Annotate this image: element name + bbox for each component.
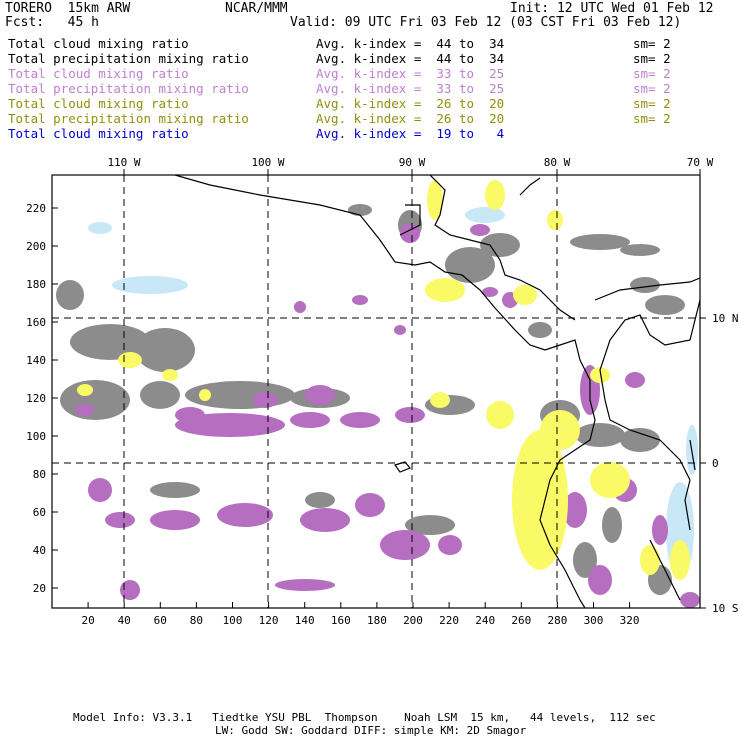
legend-smoothing: sm= 2 — [633, 111, 671, 126]
y-tick-label: 160 — [26, 316, 46, 329]
x-tick-label: 220 — [439, 614, 459, 627]
x-tick-label: 20 — [81, 614, 94, 627]
latitude-label: 0 — [712, 457, 719, 470]
longitude-label: 100 W — [251, 156, 284, 169]
legend-smoothing: sm= 2 — [633, 36, 671, 51]
x-tick-label: 260 — [511, 614, 531, 627]
y-tick-label: 180 — [26, 278, 46, 291]
x-tick-label: 120 — [259, 614, 279, 627]
physics-info: LW: Godd SW: Goddard DIFF: simple KM: 2D… — [215, 724, 527, 737]
legend-field: Total cloud mixing ratio — [8, 96, 189, 111]
y-tick-label: 100 — [26, 430, 46, 443]
longitude-label: 90 W — [399, 156, 426, 169]
legend-smoothing: sm= 2 — [633, 81, 671, 96]
legend-field: Total cloud mixing ratio — [8, 126, 189, 141]
legend-index: Avg. k-index = 44 to 34 — [316, 51, 505, 66]
y-tick-label: 120 — [26, 392, 46, 405]
y-tick-label: 80 — [33, 468, 46, 481]
legend-index: Avg. k-index = 33 to 25 — [316, 81, 505, 96]
cloud-fields — [56, 180, 700, 608]
x-tick-label: 240 — [475, 614, 495, 627]
init-time: Init: 12 UTC Wed 01 Feb 12 — [510, 1, 714, 16]
y-tick-label: 200 — [26, 240, 46, 253]
x-tick-label: 280 — [547, 614, 567, 627]
x-tick-label: 60 — [154, 614, 167, 627]
legend-smoothing: sm= 2 — [633, 96, 671, 111]
legend-smoothing: sm= 2 — [633, 51, 671, 66]
x-tick-label: 160 — [331, 614, 351, 627]
longitude-label: 70 W — [687, 156, 714, 169]
latitude-label: 10 N — [712, 312, 739, 325]
longitude-label: 110 W — [107, 156, 140, 169]
legend-smoothing: sm= 2 — [633, 66, 671, 81]
legend-index: Avg. k-index = 26 to 20 — [316, 96, 505, 111]
y-tick-label: 220 — [26, 202, 46, 215]
x-tick-label: 40 — [118, 614, 131, 627]
legend-field: Total precipitation mixing ratio — [8, 51, 249, 66]
forecast-hour: Fcst: 45 h — [5, 15, 99, 30]
longitude-label: 80 W — [544, 156, 571, 169]
y-tick-label: 60 — [33, 506, 46, 519]
legend-field: Total precipitation mixing ratio — [8, 111, 249, 126]
y-tick-label: 140 — [26, 354, 46, 367]
lat-lon-grid — [52, 175, 700, 608]
legend-field: Total precipitation mixing ratio — [8, 81, 249, 96]
legend-index: Avg. k-index = 26 to 20 — [316, 111, 505, 126]
legend-index: Avg. k-index = 33 to 25 — [316, 66, 505, 81]
x-tick-label: 100 — [223, 614, 243, 627]
x-tick-label: 140 — [295, 614, 315, 627]
x-tick-label: 80 — [190, 614, 203, 627]
x-tick-label: 200 — [403, 614, 423, 627]
org-label: NCAR/MMM — [225, 1, 288, 16]
model-title: TORERO 15km ARW — [5, 1, 131, 16]
y-tick-label: 20 — [33, 582, 46, 595]
valid-time: Valid: 09 UTC Fri 03 Feb 12 (03 CST Fri … — [290, 15, 682, 30]
legend-field: Total cloud mixing ratio — [8, 66, 189, 81]
plot-frame — [51, 174, 701, 609]
legend-field: Total cloud mixing ratio — [8, 36, 189, 51]
model-info: Model Info: V3.3.1 Tiedtke YSU PBL Thomp… — [73, 711, 656, 724]
legend-index: Avg. k-index = 44 to 34 — [316, 36, 505, 51]
x-tick-label: 320 — [620, 614, 640, 627]
x-tick-label: 180 — [367, 614, 387, 627]
legend-index: Avg. k-index = 19 to 4 — [316, 126, 505, 141]
y-tick-label: 40 — [33, 544, 46, 557]
latitude-label: 10 S — [712, 602, 739, 615]
x-tick-label: 300 — [584, 614, 604, 627]
